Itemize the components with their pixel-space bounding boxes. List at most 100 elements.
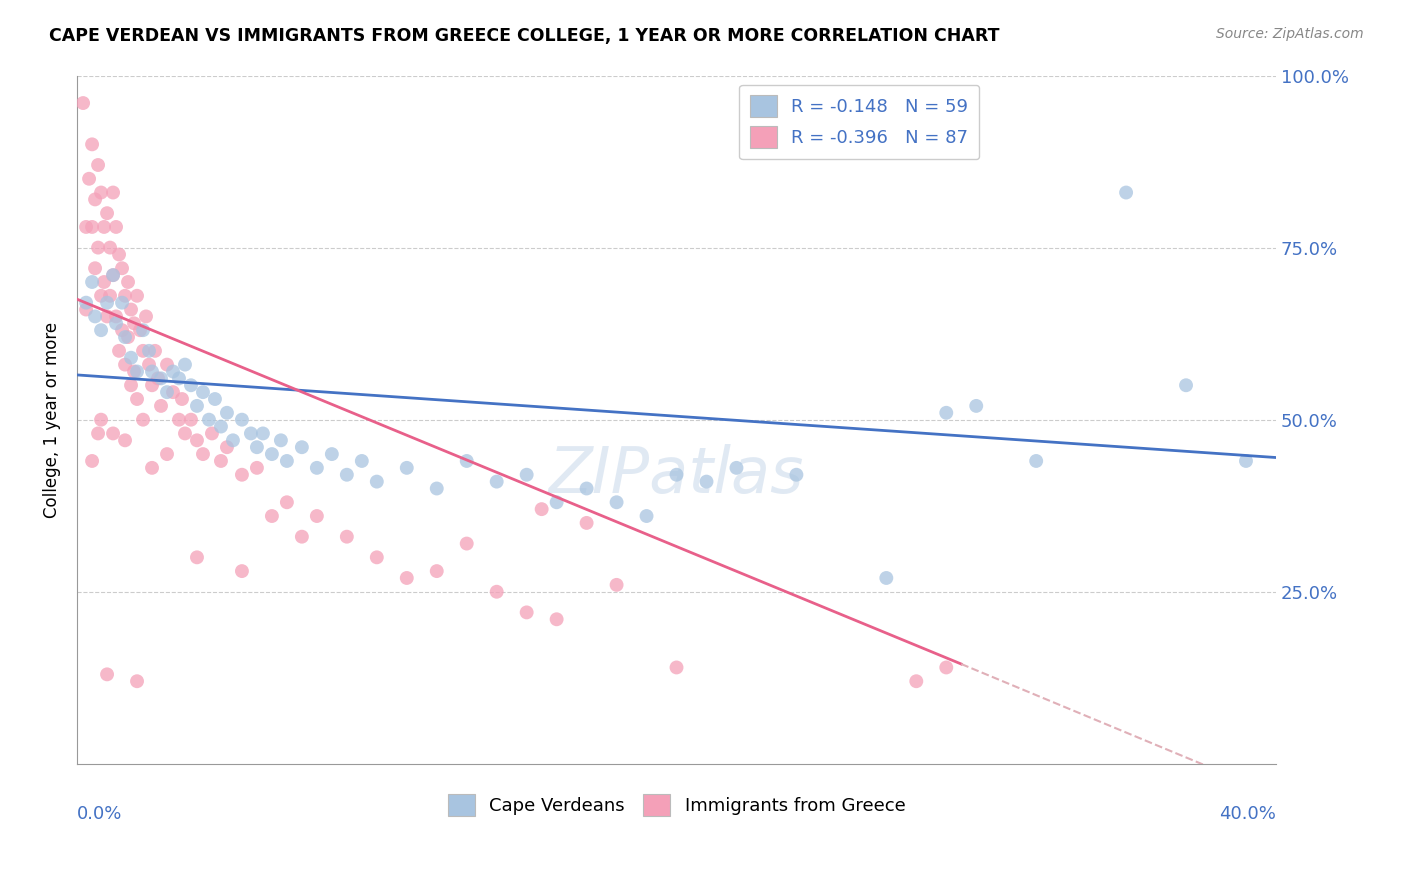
Point: [105, 219, 128, 234]
Point: [84, 310, 107, 324]
Point: [120, 378, 142, 392]
Point: [75, 302, 97, 317]
Point: [87, 158, 110, 172]
Point: [90, 412, 112, 426]
Point: [138, 343, 160, 358]
Point: [84, 261, 107, 276]
Point: [98, 289, 121, 303]
Legend: Cape Verdeans, Immigrants from Greece: Cape Verdeans, Immigrants from Greece: [440, 787, 912, 823]
Point: [575, 482, 598, 496]
Text: ZIPatlas: ZIPatlas: [548, 443, 804, 506]
Point: [96, 295, 118, 310]
Point: [366, 550, 388, 565]
Text: 40.0%: 40.0%: [1219, 805, 1277, 823]
Point: [1175, 378, 1198, 392]
Point: [395, 460, 418, 475]
Point: [90, 323, 112, 337]
Point: [96, 667, 118, 681]
Point: [336, 467, 359, 482]
Point: [125, 674, 148, 689]
Point: [90, 289, 112, 303]
Point: [111, 261, 134, 276]
Point: [456, 536, 478, 550]
Point: [125, 289, 148, 303]
Point: [75, 295, 97, 310]
Point: [665, 660, 688, 674]
Point: [366, 475, 388, 489]
Point: [162, 385, 184, 400]
Point: [665, 467, 688, 482]
Point: [156, 385, 179, 400]
Point: [129, 323, 152, 337]
Point: [186, 434, 208, 448]
Point: [201, 426, 224, 441]
Point: [209, 454, 232, 468]
Point: [485, 584, 508, 599]
Point: [96, 206, 118, 220]
Point: [101, 426, 124, 441]
Point: [276, 454, 298, 468]
Point: [101, 186, 124, 200]
Point: [276, 495, 298, 509]
Point: [141, 378, 163, 392]
Point: [72, 96, 94, 111]
Point: [120, 302, 142, 317]
Point: [75, 219, 97, 234]
Point: [231, 412, 253, 426]
Point: [125, 364, 148, 378]
Point: [156, 447, 179, 461]
Point: [135, 310, 157, 324]
Point: [174, 358, 197, 372]
Point: [239, 426, 262, 441]
Point: [125, 392, 148, 406]
Point: [785, 467, 807, 482]
Point: [180, 412, 202, 426]
Point: [98, 241, 121, 255]
Point: [132, 323, 155, 337]
Point: [426, 482, 449, 496]
Point: [191, 447, 214, 461]
Point: [575, 516, 598, 530]
Point: [90, 186, 112, 200]
Point: [695, 475, 717, 489]
Point: [1025, 454, 1047, 468]
Point: [246, 460, 269, 475]
Point: [174, 426, 197, 441]
Point: [516, 606, 538, 620]
Point: [114, 358, 136, 372]
Point: [101, 268, 124, 282]
Point: [93, 275, 115, 289]
Point: [108, 343, 131, 358]
Point: [87, 241, 110, 255]
Point: [321, 447, 343, 461]
Point: [336, 530, 359, 544]
Point: [546, 612, 568, 626]
Point: [246, 440, 269, 454]
Point: [1234, 454, 1257, 468]
Point: [186, 399, 208, 413]
Point: [114, 434, 136, 448]
Point: [138, 358, 160, 372]
Point: [270, 434, 292, 448]
Point: [198, 412, 221, 426]
Point: [725, 460, 748, 475]
Point: [132, 343, 155, 358]
Point: [180, 378, 202, 392]
Point: [132, 412, 155, 426]
Point: [105, 310, 128, 324]
Point: [204, 392, 226, 406]
Point: [350, 454, 373, 468]
Point: [260, 447, 283, 461]
Point: [426, 564, 449, 578]
Point: [84, 193, 107, 207]
Point: [222, 434, 245, 448]
Point: [516, 467, 538, 482]
Point: [77, 171, 100, 186]
Point: [170, 392, 193, 406]
Point: [965, 399, 987, 413]
Point: [485, 475, 508, 489]
Point: [305, 460, 328, 475]
Point: [141, 364, 163, 378]
Point: [80, 137, 103, 152]
Point: [546, 495, 568, 509]
